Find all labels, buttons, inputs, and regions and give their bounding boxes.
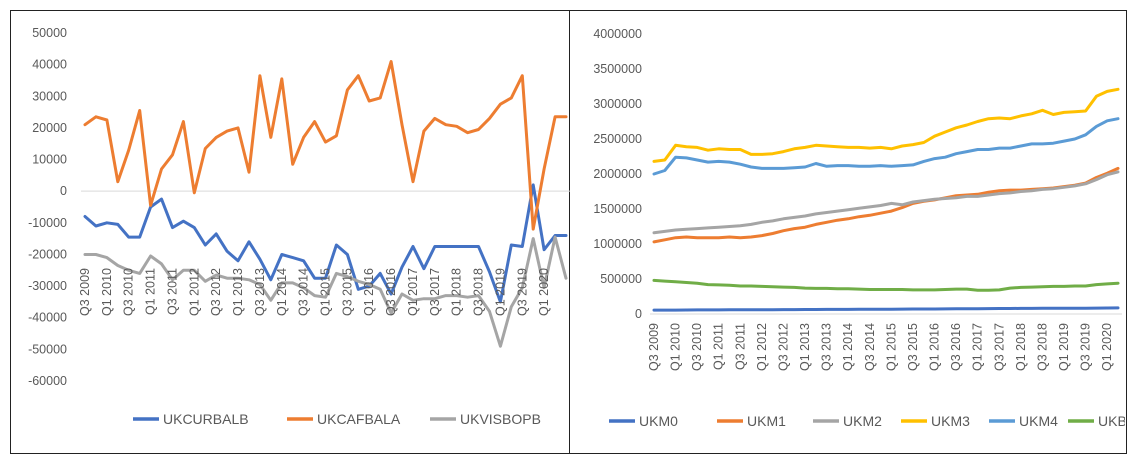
x-tick-label: Q3 2011 — [165, 268, 179, 315]
y-tick-label: -30000 — [28, 279, 67, 293]
x-tick-label: Q1 2014 — [841, 323, 855, 371]
x-tick-label: Q3 2013 — [253, 268, 267, 316]
y-tick-label: 30000 — [32, 89, 67, 103]
x-tick-label: Q3 2012 — [209, 268, 223, 316]
x-tick-label: Q3 2018 — [472, 268, 486, 316]
y-tick-label: 40000 — [32, 58, 67, 72]
x-tick-label: Q3 2010 — [690, 323, 704, 371]
x-tick-label: Q1 2018 — [450, 268, 464, 316]
x-tick-label: Q1 2019 — [1057, 323, 1071, 371]
y-tick-label: 500000 — [600, 272, 642, 286]
x-tick-label: Q1 2013 — [231, 268, 245, 316]
right-chart-body: 4000000 3500000 3000000 2500000 2000000 15000… — [593, 27, 1137, 429]
y-tick-label: 3000000 — [593, 97, 642, 111]
series-line-ukm2 — [652, 170, 1120, 235]
legend-label-ukcurbalb: UKCURBALB — [163, 411, 249, 427]
x-tick-label: Q3 2015 — [906, 323, 920, 371]
x-tick-label: Q3 2010 — [122, 268, 136, 316]
y-tick-label: 2000000 — [593, 167, 642, 181]
x-tick-label: Q3 2015 — [340, 268, 354, 316]
x-tick-label: Q1 2016 — [362, 268, 376, 316]
x-tick-label: Q1 2018 — [1014, 323, 1028, 371]
x-tick-label: Q3 2019 — [515, 268, 529, 316]
series-line-ukcafbala — [83, 60, 568, 231]
x-tick-label: Q1 2014 — [275, 268, 289, 316]
x-tick-label: Q3 2016 — [384, 268, 398, 316]
x-tick-label: Q3 2013 — [820, 323, 834, 371]
y-tick-label: 1500000 — [593, 202, 642, 216]
x-tick-label: Q1 2019 — [493, 268, 507, 316]
y-tick-label: -50000 — [28, 342, 67, 356]
y-tick-label: 10000 — [32, 153, 67, 167]
x-tick-label: Q3 2017 — [428, 268, 442, 316]
y-tick-label: 50000 — [32, 26, 67, 40]
y-tick-label: 4000000 — [593, 27, 642, 41]
x-tick-label: Q1 2020 — [537, 268, 551, 316]
legend-label-ukcafbala: UKCAFBALA — [317, 411, 401, 427]
x-tick-label: Q1 2011 — [144, 268, 158, 315]
y-tick-label: -10000 — [28, 216, 67, 230]
y-tick-label: 1000000 — [593, 237, 642, 251]
y-tick-label: 0 — [635, 307, 642, 321]
x-tick-label: Q1 2012 — [755, 323, 769, 371]
x-tick-label: Q1 2010 — [669, 323, 683, 371]
legend-label-ukm2: UKM2 — [843, 413, 882, 429]
series-line-ukm0 — [652, 306, 1120, 312]
x-tick-label: Q3 2017 — [992, 323, 1006, 371]
x-tick-label: Q3 2011 — [733, 323, 747, 370]
x-tick-label: Q1 2011 — [712, 323, 726, 370]
x-tick-label: Q1 2015 — [884, 323, 898, 371]
y-tick-label: 3500000 — [593, 62, 642, 76]
x-tick-label: Q3 2014 — [297, 268, 311, 316]
series-line-ukm4 — [652, 117, 1120, 176]
y-tick-label: 20000 — [32, 121, 67, 135]
legend-label-ukm0: UKM0 — [639, 413, 678, 429]
x-tick-label: Q1 2015 — [319, 268, 333, 316]
series-line-ukvisbopb — [83, 235, 568, 348]
x-tick-label: Q3 2018 — [1035, 323, 1049, 371]
x-tick-label: Q3 2012 — [776, 323, 790, 371]
x-tick-label: Q3 2014 — [863, 323, 877, 371]
legend-label-ukvisbopb: UKVISBOPB — [460, 411, 541, 427]
x-tick-label: Q1 2017 — [971, 323, 985, 371]
x-tick-label: Q1 2020 — [1100, 323, 1114, 371]
x-tick-label: Q1 2010 — [100, 268, 114, 316]
y-tick-label: 0 — [60, 184, 67, 198]
legend-label-ukm4: UKM4 — [1019, 413, 1058, 429]
y-tick-label: -60000 — [28, 374, 67, 388]
y-tick-label: 2500000 — [593, 132, 642, 146]
y-tick-label: -40000 — [28, 311, 67, 325]
series-line-ukbank — [652, 278, 1120, 292]
x-tick-label: Q3 2009 — [78, 268, 92, 316]
panel-divider — [569, 10, 570, 454]
x-tick-label: Q1 2012 — [187, 268, 201, 316]
x-tick-label: Q1 2017 — [406, 268, 420, 316]
x-tick-label: Q3 2009 — [647, 323, 661, 371]
y-tick-label: -20000 — [28, 247, 67, 261]
legend-label-ukbank: UKBANK — [1098, 413, 1137, 429]
legend-label-ukm3: UKM3 — [931, 413, 970, 429]
x-tick-label: Q1 2016 — [928, 323, 942, 371]
x-tick-label: Q3 2016 — [949, 323, 963, 371]
x-tick-label: Q1 2013 — [798, 323, 812, 371]
series-line-ukcurbalb — [83, 183, 568, 304]
legend-label-ukm1: UKM1 — [747, 413, 786, 429]
x-tick-label: Q3 2019 — [1079, 323, 1093, 371]
series-line-ukm3 — [652, 87, 1120, 163]
